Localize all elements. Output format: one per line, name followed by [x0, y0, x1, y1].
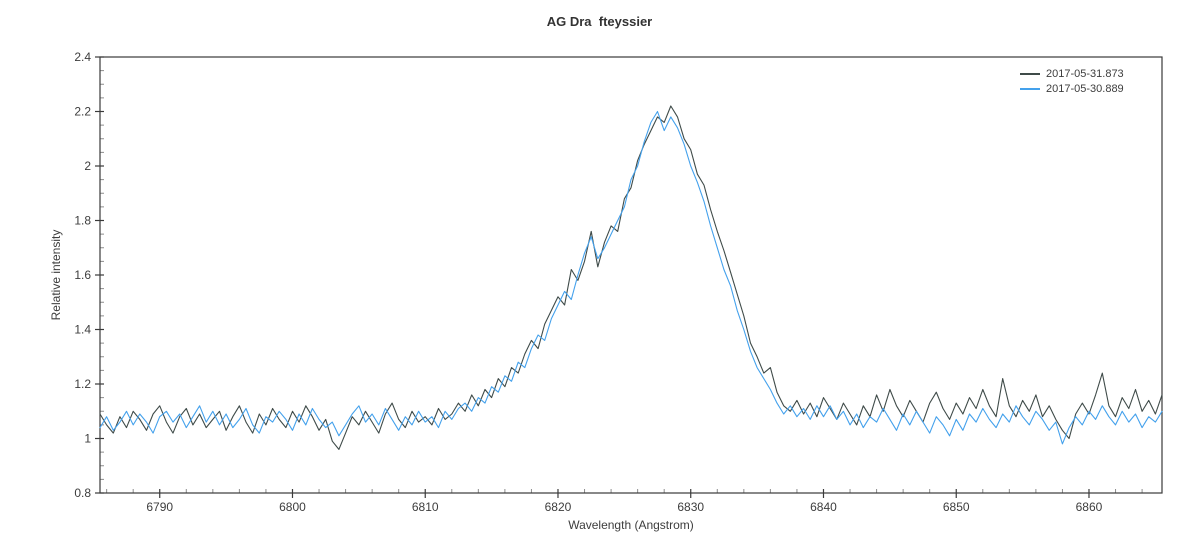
- x-tick-label: 6860: [1076, 500, 1103, 514]
- x-tick-label: 6830: [677, 500, 704, 514]
- legend-item: 2017-05-31.873: [1020, 66, 1124, 81]
- y-tick-label: 1.4: [74, 323, 91, 337]
- y-tick-label: 2.2: [74, 105, 91, 119]
- x-tick-label: 6840: [810, 500, 837, 514]
- legend-line-sample-1: [1020, 87, 1040, 90]
- legend: 2017-05-31.873 2017-05-30.889: [1020, 66, 1124, 96]
- x-tick-label: 6820: [545, 500, 572, 514]
- legend-label-0: 2017-05-31.873: [1046, 67, 1124, 80]
- legend-label-1: 2017-05-30.889: [1046, 82, 1124, 95]
- series-line-1: [99, 110, 1163, 445]
- x-axis-title: Wavelength (Angstrom): [568, 518, 694, 532]
- x-tick-label: 6810: [412, 500, 439, 514]
- y-tick-label: 0.8: [74, 486, 91, 500]
- y-tick-label: 1.2: [74, 377, 91, 391]
- y-tick-label: 1.8: [74, 214, 91, 228]
- x-tick-label: 6850: [943, 500, 970, 514]
- y-tick-label: 1.6: [74, 268, 91, 282]
- plot-border: [99, 56, 1163, 494]
- legend-item: 2017-05-30.889: [1020, 81, 1124, 96]
- chart-title: AG Dra fteyssier: [546, 14, 653, 29]
- y-tick-label: 2.4: [74, 50, 91, 64]
- y-tick-label: 1: [84, 432, 91, 446]
- x-tick-label: 6790: [146, 500, 173, 514]
- y-tick-label: 2: [84, 159, 91, 173]
- x-tick-label: 6800: [279, 500, 306, 514]
- legend-line-sample-0: [1020, 72, 1040, 75]
- series-line-0: [99, 105, 1163, 450]
